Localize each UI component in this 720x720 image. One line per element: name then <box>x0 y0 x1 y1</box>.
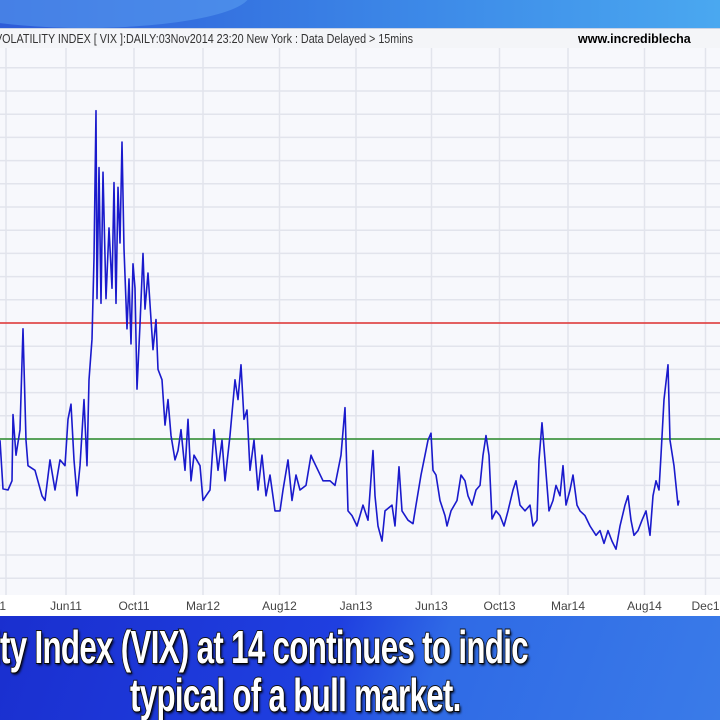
grid <box>0 48 720 595</box>
x-tick-label: Oct13 <box>483 599 515 613</box>
caption-line-1: ity Index (VIX) at 14 continues to indic <box>0 620 529 674</box>
series <box>0 109 680 551</box>
x-tick-label: Aug12 <box>262 599 297 613</box>
x-tick-label: Jun11 <box>50 599 82 613</box>
chart-header: VOLATILITY INDEX [ VIX ]:DAILY:03Nov2014… <box>0 28 720 49</box>
plot-background <box>0 48 720 595</box>
x-tick-label: Dec1 <box>691 599 719 613</box>
x-tick-label: Jan13 <box>340 599 373 613</box>
site-link[interactable]: www.incrediblecha <box>578 32 691 46</box>
x-tick-label: Mar12 <box>186 599 220 613</box>
vix-chart: 11 Jun11 Oct11 Mar12 Aug12 Jan13 Jun13 Oct13 Mar… <box>0 48 720 613</box>
x-axis: 11 Jun11 Oct11 Mar12 Aug12 Jan13 Jun13 Oct13 Mar… <box>0 599 720 613</box>
x-tick-label: Jun13 <box>415 599 448 613</box>
x-tick-label: 11 <box>0 599 6 613</box>
x-tick-label: Mar14 <box>551 599 585 613</box>
top-banner <box>0 0 720 28</box>
x-tick-label: Aug14 <box>627 599 662 613</box>
reference-lines <box>0 322 720 440</box>
chart-title: VOLATILITY INDEX [ VIX ]:DAILY:03Nov2014… <box>0 32 413 46</box>
banner-swoosh <box>0 0 250 28</box>
vix-line <box>0 109 680 551</box>
caption-line-2: typical of a bull market. <box>129 668 462 720</box>
caption-banner: ity Index (VIX) at 14 continues to indic… <box>0 616 720 720</box>
x-tick-label: Oct11 <box>118 599 149 613</box>
